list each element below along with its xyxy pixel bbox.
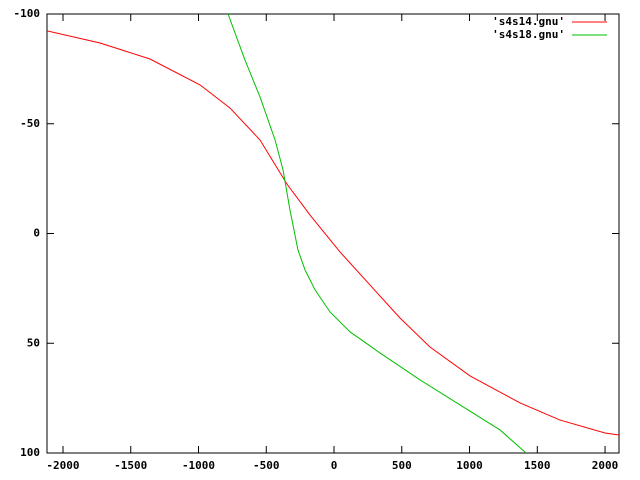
x-tick-label: -2000 <box>46 459 79 472</box>
y-tick-label: -100 <box>14 7 41 20</box>
y-tick-label: -50 <box>20 117 40 130</box>
legend-label: 's4s18.gnu' <box>492 28 565 41</box>
series-line <box>47 30 619 436</box>
plot-frame <box>46 13 620 454</box>
x-tick-label: 1000 <box>456 459 483 472</box>
y-tick-label: 50 <box>27 336 40 349</box>
x-tick-label: 2000 <box>592 459 619 472</box>
legend-label: 's4s14.gnu' <box>492 15 565 28</box>
x-tick-label: -1000 <box>182 459 215 472</box>
x-tick-label: 500 <box>392 459 412 472</box>
x-tick-label: 1500 <box>524 459 551 472</box>
x-tick-label: 0 <box>331 459 338 472</box>
x-tick-label: -1500 <box>114 459 147 472</box>
y-tick-label: 100 <box>20 446 40 459</box>
x-tick-label: -500 <box>253 459 280 472</box>
series-line <box>227 14 527 453</box>
y-tick-label: 0 <box>33 227 40 240</box>
